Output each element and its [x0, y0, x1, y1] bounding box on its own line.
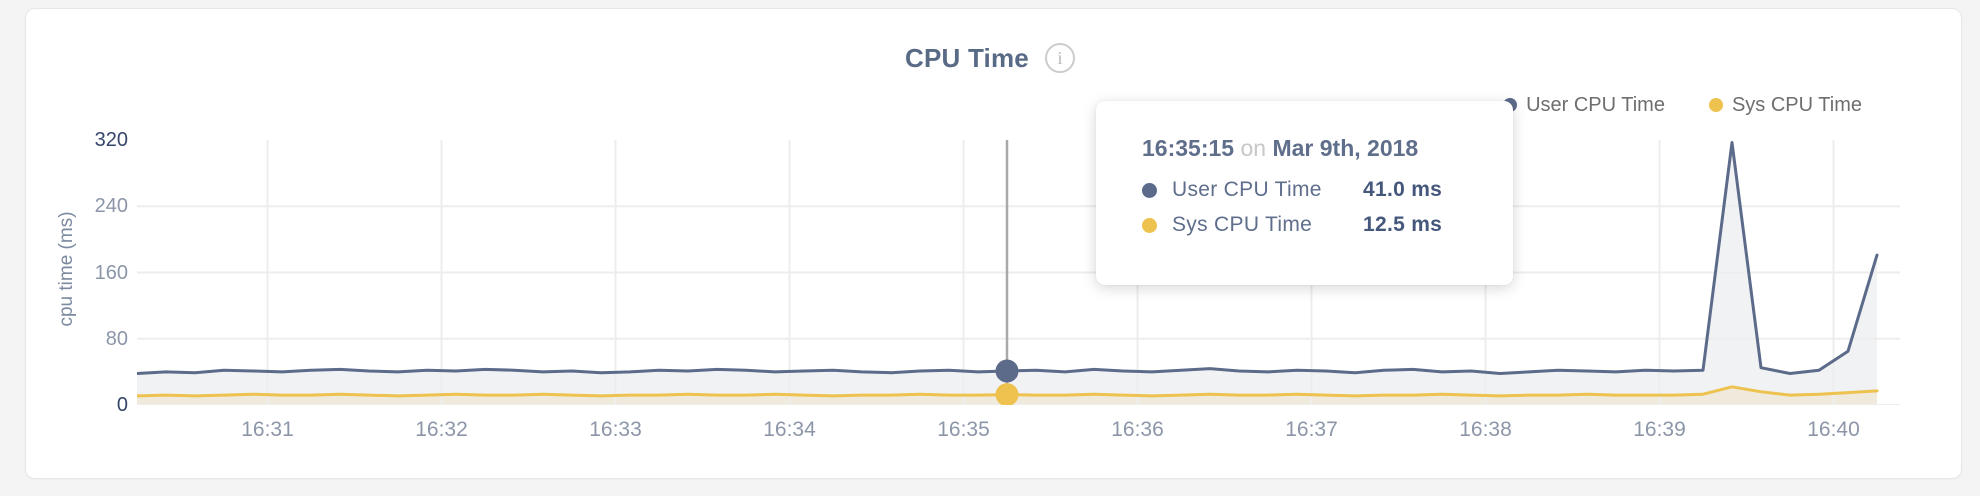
chart-tooltip: 16:35:15 on Mar 9th, 2018 User CPU Time 4… — [1096, 101, 1513, 285]
tooltip-series-value: 41.0 ms — [1363, 178, 1443, 201]
chart-header: CPU Time i — [0, 38, 1980, 78]
x-tick-label: 16:36 — [1111, 418, 1164, 441]
user-cpu-time-area — [137, 142, 1877, 405]
x-tick-label: 16:37 — [1285, 418, 1338, 441]
hover-point-user-cpu-time — [995, 359, 1019, 383]
tooltip-connector: on — [1240, 135, 1267, 161]
legend-dot — [1708, 98, 1723, 112]
chart-legend: User CPU Time Sys CPU Time — [0, 92, 1862, 118]
y-tick-label: 80 — [105, 327, 128, 350]
tooltip-series-value: 12.5 ms — [1363, 213, 1443, 236]
legend-label: User CPU Time — [1526, 93, 1665, 116]
tooltip-series-label: Sys CPU Time — [1172, 213, 1313, 236]
legend-item-user-cpu-time[interactable]: User CPU Time — [1503, 94, 1665, 117]
info-icon[interactable]: i — [1044, 43, 1075, 73]
x-tick-label: 16:38 — [1459, 418, 1512, 441]
x-tick-label: 16:40 — [1807, 418, 1860, 441]
y-tick-label: 240 — [94, 195, 128, 218]
y-tick-label: 160 — [94, 261, 128, 284]
x-tick-label: 16:39 — [1633, 418, 1686, 441]
cpu-time-chart[interactable] — [137, 100, 1900, 405]
tooltip-row: User CPU Time 41.0 ms — [1142, 178, 1513, 202]
tooltip-series-label: User CPU Time — [1172, 178, 1322, 201]
legend-item-sys-cpu-time[interactable]: Sys CPU Time — [1708, 93, 1862, 117]
x-tick-label: 16:35 — [937, 418, 990, 441]
tooltip-row: Sys CPU Time 12.5 ms — [1142, 213, 1513, 237]
tooltip-date: Mar 9th, 2018 — [1272, 135, 1419, 161]
legend-label: Sys CPU Time — [1731, 93, 1862, 116]
x-tick-label: 16:31 — [241, 418, 294, 441]
tooltip-series-dot — [1142, 217, 1157, 233]
chart-title: CPU Time — [905, 42, 1029, 73]
tooltip-time: 16:35:15 — [1142, 135, 1235, 161]
tooltip-title: 16:35:15 on Mar 9th, 2018 — [1142, 135, 1513, 162]
x-tick-label: 16:32 — [415, 418, 468, 441]
y-tick-label: 320 — [94, 129, 128, 151]
y-tick-label: 0 — [116, 394, 128, 416]
tooltip-rows: User CPU Time 41.0 ms Sys CPU Time 12.5 ms — [1142, 178, 1513, 237]
x-tick-label: 16:33 — [589, 418, 642, 441]
x-tick-label: 16:34 — [763, 418, 816, 441]
tooltip-series-dot — [1142, 182, 1157, 198]
chart-card — [25, 8, 1962, 479]
hover-point-sys-cpu-time — [995, 383, 1019, 405]
